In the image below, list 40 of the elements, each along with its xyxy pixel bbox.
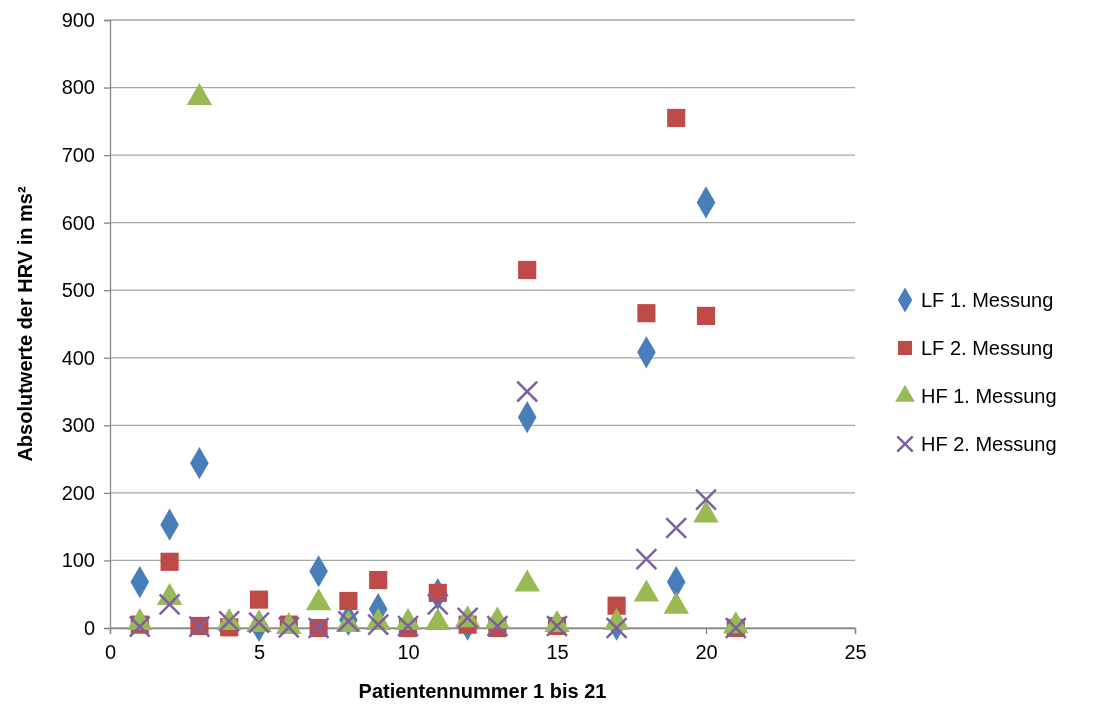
point	[249, 590, 269, 609]
y-tick-label: 600	[61, 211, 95, 234]
y-axis-title: Absolutwerte der HRV in ms²	[14, 186, 36, 462]
y-tick-label: 100	[61, 549, 95, 572]
y-tick-label: 300	[61, 414, 95, 437]
y-tick-label: 800	[61, 76, 95, 99]
y-tick-label: 700	[61, 144, 95, 167]
y-tick-label: 900	[61, 8, 95, 31]
x-axis-title: Patientennummer 1 bis 21	[358, 680, 607, 702]
point	[696, 306, 716, 325]
point	[369, 570, 388, 590]
legend-label: HF 2. Messung	[921, 433, 1057, 455]
point	[367, 613, 390, 636]
point	[665, 516, 688, 540]
x-tick-label: 5	[253, 641, 266, 663]
x-tick-label: 25	[844, 641, 867, 663]
y-tick-label: 500	[61, 279, 95, 302]
point	[426, 593, 449, 616]
legend-label: LF 1. Messung	[921, 289, 1054, 311]
x-tick-label: 20	[695, 641, 718, 663]
x-tick-label: 10	[397, 641, 420, 663]
point	[605, 616, 628, 640]
point	[518, 260, 537, 280]
x-tick-label: 15	[546, 641, 569, 663]
point	[277, 616, 300, 639]
point	[607, 596, 626, 615]
point	[637, 304, 656, 323]
point	[635, 547, 658, 571]
y-tick-label: 0	[83, 616, 95, 639]
point	[694, 488, 718, 511]
x-tick-label: 0	[104, 641, 117, 663]
point	[158, 593, 181, 616]
point	[667, 108, 686, 128]
point	[160, 552, 179, 571]
point	[516, 380, 539, 403]
y-tick-label: 200	[61, 481, 95, 504]
legend-label: HF 1. Messung	[921, 385, 1057, 407]
point	[339, 591, 358, 611]
legend-label: LF 2. Messung	[921, 337, 1054, 359]
y-tick-label: 400	[61, 346, 95, 369]
